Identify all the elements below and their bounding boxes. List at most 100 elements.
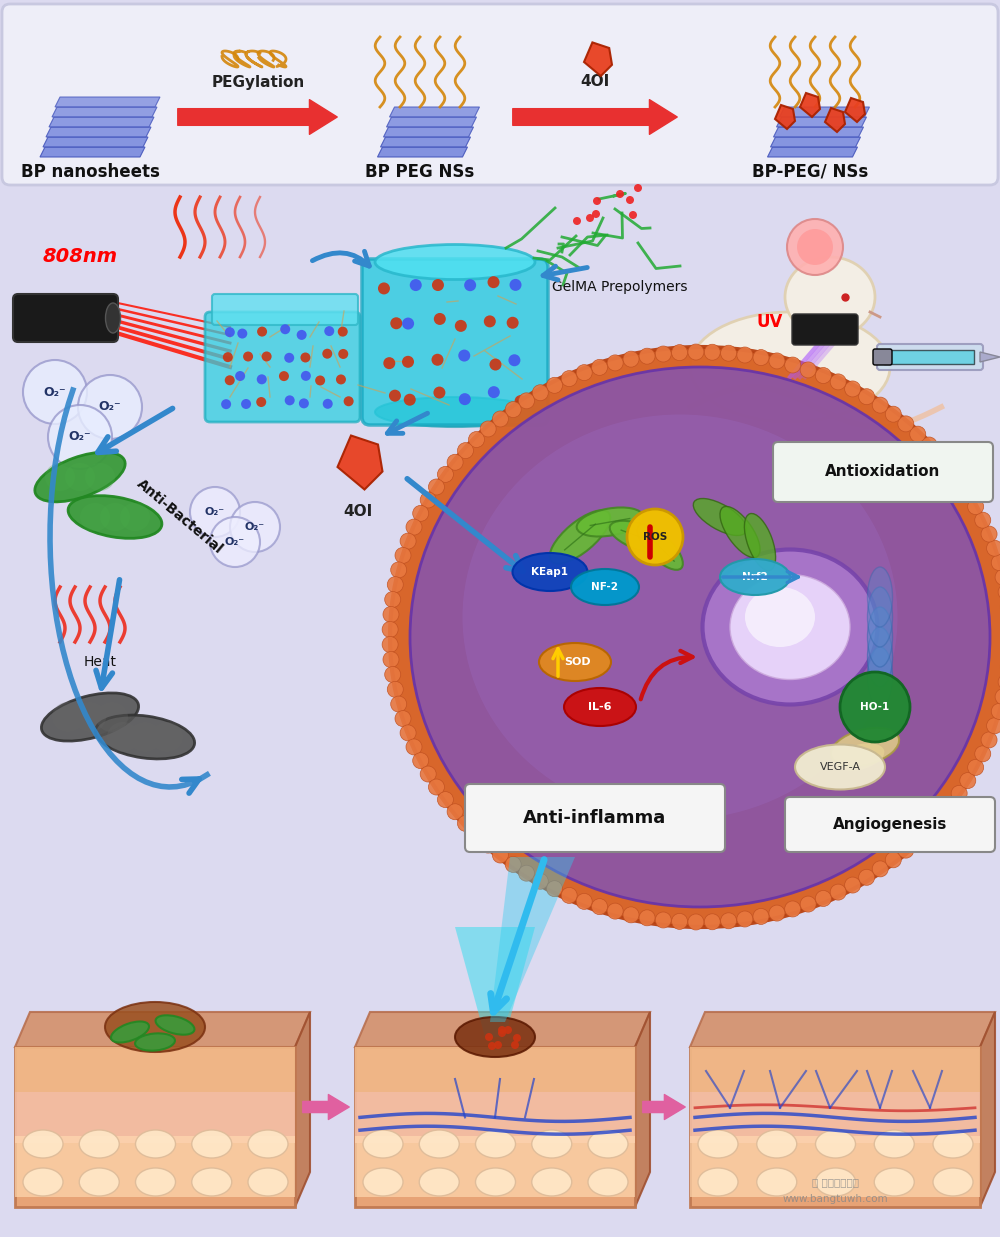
Circle shape <box>753 350 769 366</box>
Circle shape <box>504 1025 512 1034</box>
Text: Angiogenesis: Angiogenesis <box>833 816 947 831</box>
FancyBboxPatch shape <box>355 1137 635 1197</box>
Circle shape <box>951 785 967 802</box>
Circle shape <box>932 448 948 464</box>
Circle shape <box>428 479 444 495</box>
Ellipse shape <box>79 1131 119 1158</box>
Polygon shape <box>690 1012 995 1047</box>
FancyBboxPatch shape <box>15 1092 295 1143</box>
Circle shape <box>433 387 445 398</box>
Polygon shape <box>768 147 858 157</box>
Circle shape <box>607 355 623 371</box>
Circle shape <box>494 1042 502 1049</box>
Circle shape <box>235 371 245 381</box>
Circle shape <box>872 397 888 413</box>
Circle shape <box>338 349 348 359</box>
Ellipse shape <box>757 1131 797 1158</box>
Text: VEGF-A: VEGF-A <box>820 762 860 772</box>
Polygon shape <box>43 137 148 147</box>
Ellipse shape <box>745 588 815 647</box>
Polygon shape <box>15 1012 310 1047</box>
Ellipse shape <box>135 1033 175 1050</box>
Circle shape <box>561 887 577 903</box>
Ellipse shape <box>933 1168 973 1196</box>
Circle shape <box>413 506 429 521</box>
Circle shape <box>960 773 976 788</box>
Circle shape <box>840 672 910 742</box>
Circle shape <box>981 732 997 748</box>
Circle shape <box>830 884 846 901</box>
Ellipse shape <box>874 1168 914 1196</box>
FancyBboxPatch shape <box>13 294 118 341</box>
Circle shape <box>378 282 390 294</box>
Ellipse shape <box>192 1168 232 1196</box>
Ellipse shape <box>868 607 893 667</box>
Circle shape <box>515 395 527 407</box>
Polygon shape <box>295 1012 310 1207</box>
Ellipse shape <box>68 496 162 538</box>
Circle shape <box>547 377 563 393</box>
Ellipse shape <box>95 715 195 760</box>
Circle shape <box>262 351 272 361</box>
Circle shape <box>510 278 522 291</box>
Text: Anti-inflamma: Anti-inflamma <box>523 809 667 828</box>
Circle shape <box>387 682 403 698</box>
Circle shape <box>885 406 901 422</box>
Polygon shape <box>380 137 471 147</box>
Circle shape <box>991 704 1000 720</box>
FancyBboxPatch shape <box>873 349 892 365</box>
Polygon shape <box>775 105 795 129</box>
Circle shape <box>688 914 704 930</box>
Circle shape <box>323 398 333 408</box>
Circle shape <box>511 1042 519 1049</box>
Circle shape <box>344 396 354 406</box>
Circle shape <box>402 356 414 367</box>
Ellipse shape <box>785 257 875 336</box>
Circle shape <box>257 327 267 336</box>
Ellipse shape <box>96 703 128 732</box>
FancyBboxPatch shape <box>465 784 725 852</box>
FancyArrowPatch shape <box>643 1095 685 1119</box>
Circle shape <box>532 385 548 401</box>
Circle shape <box>400 725 416 741</box>
Circle shape <box>225 375 235 385</box>
Ellipse shape <box>455 1017 535 1056</box>
Polygon shape <box>40 147 145 157</box>
Circle shape <box>190 487 240 537</box>
Circle shape <box>322 349 332 359</box>
Circle shape <box>998 674 1000 690</box>
Circle shape <box>225 328 235 338</box>
Text: O₂⁻: O₂⁻ <box>205 507 225 517</box>
Polygon shape <box>455 927 535 1037</box>
Circle shape <box>627 508 683 565</box>
Ellipse shape <box>136 1168 176 1196</box>
Circle shape <box>639 348 655 364</box>
Circle shape <box>593 197 601 205</box>
Circle shape <box>480 421 496 437</box>
Ellipse shape <box>390 348 1000 927</box>
Circle shape <box>508 354 520 366</box>
FancyBboxPatch shape <box>15 1047 295 1092</box>
Circle shape <box>464 280 476 291</box>
Circle shape <box>975 512 991 528</box>
Text: PEGylation: PEGylation <box>211 74 305 89</box>
Circle shape <box>230 502 280 552</box>
Circle shape <box>785 901 801 917</box>
Circle shape <box>518 393 534 408</box>
Ellipse shape <box>248 1131 288 1158</box>
Ellipse shape <box>363 1131 403 1158</box>
Circle shape <box>385 667 401 683</box>
Ellipse shape <box>588 1168 628 1196</box>
Ellipse shape <box>868 627 893 687</box>
Circle shape <box>404 393 416 406</box>
Circle shape <box>301 371 311 381</box>
Circle shape <box>576 893 592 909</box>
FancyBboxPatch shape <box>355 1092 635 1143</box>
Polygon shape <box>355 1012 650 1047</box>
Circle shape <box>406 738 422 755</box>
Circle shape <box>484 315 496 328</box>
Circle shape <box>410 280 422 291</box>
Ellipse shape <box>690 312 890 422</box>
FancyBboxPatch shape <box>792 314 858 345</box>
Circle shape <box>787 219 843 275</box>
